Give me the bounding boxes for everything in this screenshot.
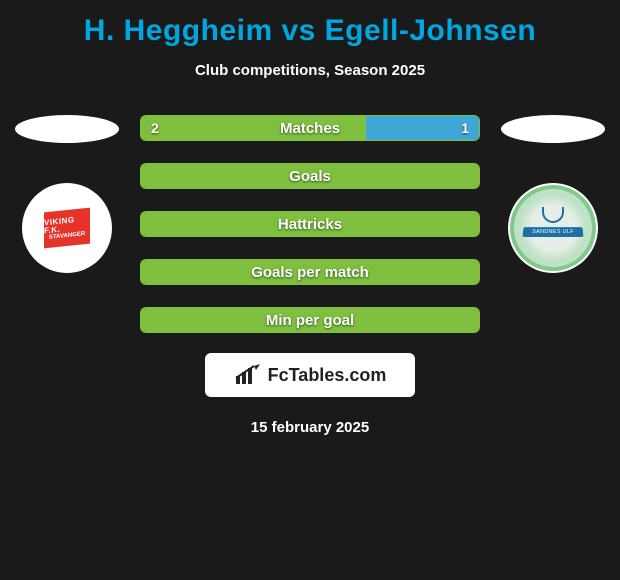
fctables-chart-icon bbox=[234, 364, 262, 386]
left-player-column: VIKING F.K. STAVANGER bbox=[12, 115, 122, 273]
sandnes-badge-icon: SANDNES ULF bbox=[510, 185, 596, 271]
stat-bar-row: Min per goal bbox=[140, 307, 480, 333]
viking-badge-icon: VIKING F.K. STAVANGER bbox=[31, 192, 103, 264]
stat-bars: 2 1 Matches Goals Hattricks Goals per match Mi… bbox=[140, 115, 480, 333]
fctables-logo-text: FcTables.com bbox=[268, 365, 387, 386]
footer: FcTables.com 15 february 2025 bbox=[0, 353, 620, 436]
stat-bar-label: Matches bbox=[280, 120, 340, 137]
stat-bar-label: Min per goal bbox=[266, 312, 354, 329]
stat-bar-right-value: 1 bbox=[461, 120, 469, 136]
right-club-badge: SANDNES ULF bbox=[508, 183, 598, 273]
comparison-area: VIKING F.K. STAVANGER 2 1 Matches Goals Hatt… bbox=[0, 115, 620, 333]
stat-bar-left-value: 2 bbox=[151, 120, 159, 136]
right-player-photo-placeholder bbox=[501, 115, 605, 143]
fctables-logo: FcTables.com bbox=[205, 353, 415, 397]
sandnes-badge-band: SANDNES ULF bbox=[522, 227, 583, 237]
stat-bar-row: 2 1 Matches bbox=[140, 115, 480, 141]
subtitle: Club competitions, Season 2025 bbox=[0, 62, 620, 79]
left-player-photo-placeholder bbox=[15, 115, 119, 143]
stat-bar-row: Goals bbox=[140, 163, 480, 189]
stat-bar-label: Hattricks bbox=[278, 216, 342, 233]
stat-bar-label: Goals bbox=[289, 168, 331, 185]
stat-bar-label: Goals per match bbox=[251, 264, 369, 281]
stat-bar-row: Hattricks bbox=[140, 211, 480, 237]
date-text: 15 february 2025 bbox=[251, 419, 369, 436]
right-player-column: SANDNES ULF bbox=[498, 115, 608, 273]
left-club-badge: VIKING F.K. STAVANGER bbox=[22, 183, 112, 273]
page-title: H. Heggheim vs Egell-Johnsen bbox=[0, 0, 620, 48]
stat-bar-row: Goals per match bbox=[140, 259, 480, 285]
